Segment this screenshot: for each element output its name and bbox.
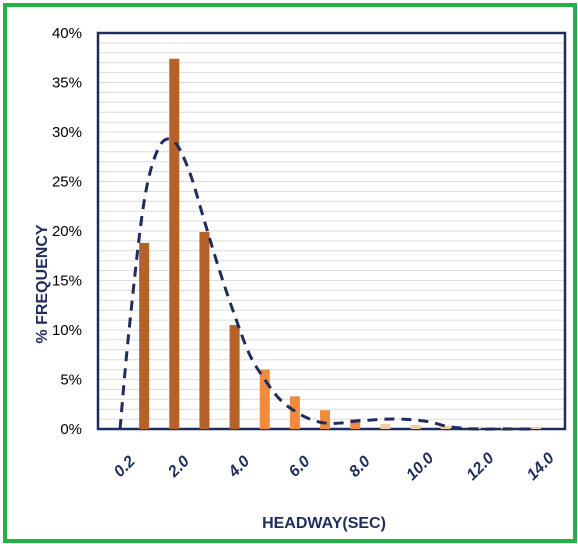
y-tick-label: 10% <box>52 322 82 339</box>
y-tick-label: 30% <box>52 124 82 141</box>
y-axis-title: % FREQUENCY <box>34 224 51 343</box>
y-tick-label: 35% <box>52 75 82 92</box>
y-tick-label: 15% <box>52 273 82 290</box>
bars <box>139 58 542 430</box>
bar <box>410 425 421 429</box>
y-tick-label: 0% <box>60 421 82 438</box>
bar <box>199 231 210 429</box>
bar <box>169 58 180 430</box>
x-tick-label: 12.0 <box>464 450 498 484</box>
bar <box>531 427 542 429</box>
x-tick-labels: 0.2 2.0 4.0 6.0 8.0 10.0 12.0 14.0 <box>111 450 558 484</box>
bar <box>440 426 451 429</box>
x-tick-label: 10.0 <box>403 450 437 484</box>
bar <box>139 242 150 429</box>
y-tick-labels: 0% 5% 10% 15% 20% 25% 30% 35% 40% <box>52 25 82 438</box>
bar <box>380 424 391 429</box>
x-tick-label: 2.0 <box>165 453 194 482</box>
x-tick-label: 6.0 <box>286 453 314 481</box>
x-tick-label: 4.0 <box>225 453 254 482</box>
bar <box>259 369 270 429</box>
bar <box>320 410 331 429</box>
fitted-curve <box>118 137 537 431</box>
y-tick-label: 20% <box>52 223 82 240</box>
plot-area <box>96 31 567 431</box>
y-tick-label: 25% <box>52 174 82 191</box>
bar <box>229 325 240 429</box>
bar <box>289 396 300 429</box>
x-tick-label: 0.2 <box>111 453 139 481</box>
x-tick-label: 8.0 <box>346 453 374 481</box>
y-tick-label: 5% <box>60 372 82 389</box>
bar <box>350 419 361 429</box>
x-axis-title: HEADWAY(SEC) <box>262 515 386 532</box>
gridlines <box>98 42 565 420</box>
x-tick-label: 14.0 <box>524 450 558 484</box>
y-tick-label: 40% <box>52 25 82 42</box>
